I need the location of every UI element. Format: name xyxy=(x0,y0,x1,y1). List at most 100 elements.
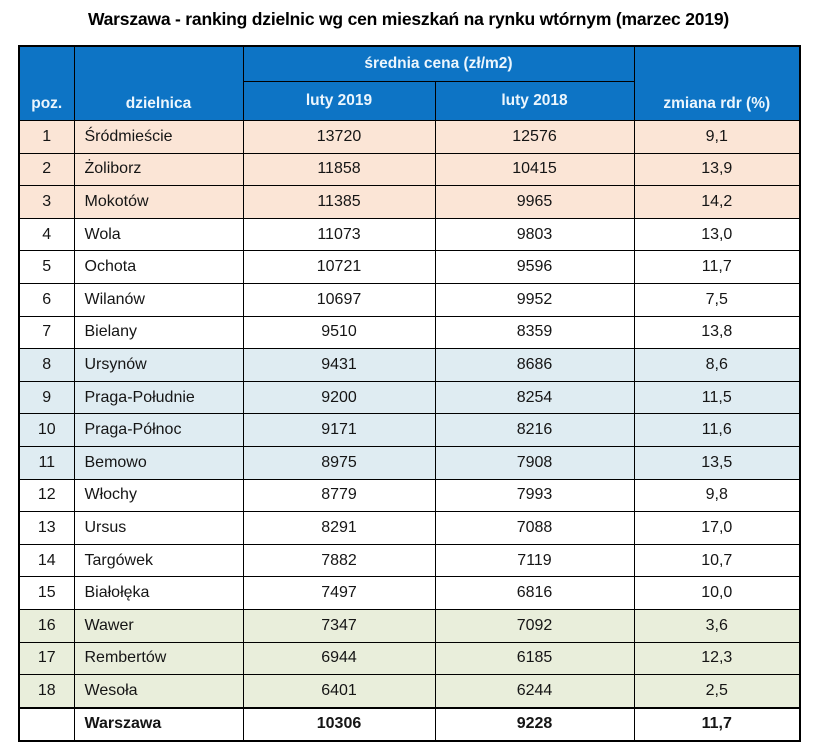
row-district: Ochota xyxy=(73,250,244,284)
row-change-yoy: 11,7 xyxy=(633,706,801,742)
row-pos: 3 xyxy=(18,185,75,219)
row-price-feb-2019: 9171 xyxy=(242,413,436,447)
row-change-yoy: 13,8 xyxy=(633,315,801,350)
row-change-yoy: 9,8 xyxy=(633,478,801,513)
row-price-feb-2018: 6816 xyxy=(434,576,635,610)
row-price-feb-2019: 10721 xyxy=(242,250,436,284)
row-district: Ursus xyxy=(73,511,244,545)
row-price-feb-2019: 6944 xyxy=(242,641,436,676)
table-row: 1 Śródmieście 13720 12576 9,1 xyxy=(18,120,801,154)
row-pos: 14 xyxy=(18,543,75,578)
table-row: 15 Białołęka 7497 6816 10,0 xyxy=(18,576,801,610)
row-price-feb-2019: 9510 xyxy=(242,315,436,350)
table-row: 17 Rembertów 6944 6185 12,3 xyxy=(18,641,801,676)
row-change-yoy: 2,5 xyxy=(633,674,801,709)
table-row: 11 Bemowo 8975 7908 13,5 xyxy=(18,445,801,480)
row-price-feb-2019: 7882 xyxy=(242,543,436,578)
row-pos xyxy=(18,706,75,742)
row-price-feb-2019: 11858 xyxy=(242,152,436,187)
row-price-feb-2018: 9803 xyxy=(434,217,635,252)
row-change-yoy: 9,1 xyxy=(633,120,801,154)
row-price-feb-2018: 9965 xyxy=(434,185,635,219)
table-row: 13 Ursus 8291 7088 17,0 xyxy=(18,511,801,545)
table-row: 8 Ursynów 9431 8686 8,6 xyxy=(18,348,801,382)
header-feb-2018: luty 2018 xyxy=(434,81,635,121)
row-pos: 4 xyxy=(18,217,75,252)
row-district: Praga-Północ xyxy=(73,413,244,447)
header-pos: poz. xyxy=(18,45,75,121)
table-row: 18 Wesoła 6401 6244 2,5 xyxy=(18,674,801,709)
row-change-yoy: 10,0 xyxy=(633,576,801,610)
summary-row: Warszawa 10306 9228 11,7 xyxy=(18,706,801,742)
row-district: Praga-Południe xyxy=(73,380,244,415)
row-price-feb-2019: 11073 xyxy=(242,217,436,252)
row-price-feb-2018: 8254 xyxy=(434,380,635,415)
row-price-feb-2019: 8975 xyxy=(242,445,436,480)
table-row: 4 Wola 11073 9803 13,0 xyxy=(18,217,801,252)
table-row: 7 Bielany 9510 8359 13,8 xyxy=(18,315,801,350)
row-price-feb-2018: 6244 xyxy=(434,674,635,709)
row-district: Warszawa xyxy=(73,706,244,742)
page-title: Warszawa - ranking dzielnic wg cen miesz… xyxy=(87,9,730,29)
row-district: Ursynów xyxy=(73,348,244,382)
row-change-yoy: 12,3 xyxy=(633,641,801,676)
row-pos: 13 xyxy=(18,511,75,545)
row-price-feb-2019: 7497 xyxy=(242,576,436,610)
row-change-yoy: 11,7 xyxy=(633,250,801,284)
row-district: Włochy xyxy=(73,478,244,513)
table-row: 5 Ochota 10721 9596 11,7 xyxy=(18,250,801,284)
row-price-feb-2019: 10697 xyxy=(242,282,436,317)
row-pos: 18 xyxy=(18,674,75,709)
row-district: Żoliborz xyxy=(73,152,244,187)
table-header: poz. dzielnica średnia cena (zł/m2) zmia… xyxy=(18,45,801,121)
row-change-yoy: 3,6 xyxy=(633,608,801,643)
row-price-feb-2019: 6401 xyxy=(242,674,436,709)
row-change-yoy: 13,9 xyxy=(633,152,801,187)
row-pos: 2 xyxy=(18,152,75,187)
row-price-feb-2019: 10306 xyxy=(242,706,436,742)
header-price-group: średnia cena (zł/m2) xyxy=(242,45,635,82)
row-price-feb-2019: 11385 xyxy=(242,185,436,219)
row-pos: 12 xyxy=(18,478,75,513)
row-price-feb-2018: 8216 xyxy=(434,413,635,447)
row-pos: 5 xyxy=(18,250,75,284)
row-district: Bemowo xyxy=(73,445,244,480)
table-row: 12 Włochy 8779 7993 9,8 xyxy=(18,478,801,513)
row-price-feb-2018: 7092 xyxy=(434,608,635,643)
row-price-feb-2019: 9431 xyxy=(242,348,436,382)
row-district: Rembertów xyxy=(73,641,244,676)
row-pos: 16 xyxy=(18,608,75,643)
table-row: 14 Targówek 7882 7119 10,7 xyxy=(18,543,801,578)
row-pos: 10 xyxy=(18,413,75,447)
row-price-feb-2018: 7088 xyxy=(434,511,635,545)
row-district: Mokotów xyxy=(73,185,244,219)
row-district: Wesoła xyxy=(73,674,244,709)
row-price-feb-2019: 7347 xyxy=(242,608,436,643)
header-feb-2019: luty 2019 xyxy=(242,81,436,121)
row-price-feb-2018: 8686 xyxy=(434,348,635,382)
row-price-feb-2018: 7993 xyxy=(434,478,635,513)
row-change-yoy: 11,6 xyxy=(633,413,801,447)
header-district: dzielnica xyxy=(73,45,244,121)
row-price-feb-2018: 6185 xyxy=(434,641,635,676)
table-row: 9 Praga-Południe 9200 8254 11,5 xyxy=(18,380,801,415)
header-change: zmiana rdr (%) xyxy=(633,45,801,121)
table-row: 16 Wawer 7347 7092 3,6 xyxy=(18,608,801,643)
table-row: 10 Praga-Północ 9171 8216 11,6 xyxy=(18,413,801,447)
row-pos: 9 xyxy=(18,380,75,415)
row-pos: 11 xyxy=(18,445,75,480)
row-price-feb-2019: 13720 xyxy=(242,120,436,154)
row-price-feb-2018: 9952 xyxy=(434,282,635,317)
row-district: Targówek xyxy=(73,543,244,578)
row-district: Wilanów xyxy=(73,282,244,317)
table-row: 2 Żoliborz 11858 10415 13,9 xyxy=(18,152,801,187)
table-body: 1 Śródmieście 13720 12576 9,1 2 Żoliborz 11858 1… xyxy=(18,120,801,742)
row-district: Bielany xyxy=(73,315,244,350)
row-price-feb-2018: 8359 xyxy=(434,315,635,350)
row-change-yoy: 8,6 xyxy=(633,348,801,382)
row-pos: 7 xyxy=(18,315,75,350)
row-change-yoy: 17,0 xyxy=(633,511,801,545)
row-price-feb-2018: 12576 xyxy=(434,120,635,154)
row-price-feb-2018: 7119 xyxy=(434,543,635,578)
table-row: 6 Wilanów 10697 9952 7,5 xyxy=(18,282,801,317)
